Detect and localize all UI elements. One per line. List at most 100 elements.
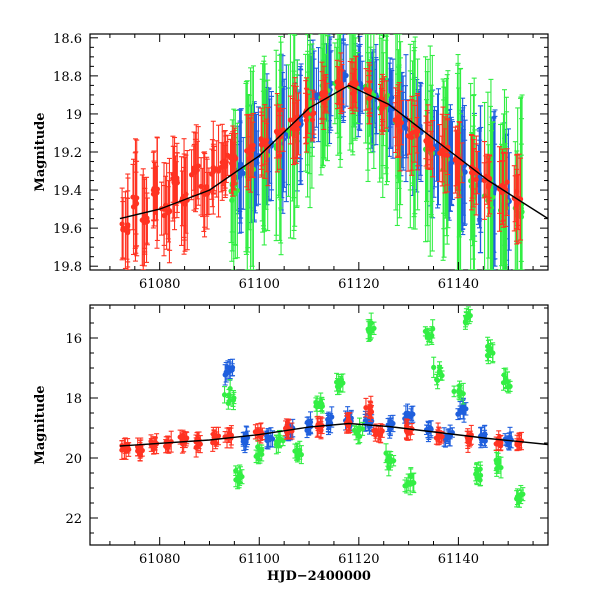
top-red-point — [250, 142, 256, 149]
bottom-green-point — [231, 395, 237, 401]
bottom-y-tick-label: 22 — [65, 512, 82, 527]
bottom-red-point — [125, 445, 131, 451]
bottom-clipped-marks — [119, 306, 548, 508]
bottom-blue-point — [482, 431, 488, 437]
top-red-point — [276, 130, 283, 136]
top-red-point — [437, 150, 443, 156]
top-red-point — [295, 121, 302, 127]
top-red-point — [214, 166, 220, 172]
top-y-tick-label: 18.8 — [53, 70, 82, 85]
bottom-red-point — [139, 447, 145, 454]
top-y-tick-label: 19 — [65, 108, 82, 123]
bottom-green-point — [226, 392, 232, 398]
bottom-green-point — [467, 313, 473, 319]
bottom-x-tick-label: 61080 — [139, 552, 180, 567]
top-y-tick-label: 19.8 — [53, 260, 82, 275]
bottom-green-point — [434, 377, 441, 384]
bottom-blue-point — [225, 369, 231, 376]
bottom-green-point — [422, 328, 428, 334]
bottom-red-point — [184, 435, 190, 441]
bottom-green-point — [473, 471, 479, 477]
bottom-red-point — [433, 435, 439, 441]
bottom-data-marks — [119, 306, 548, 508]
bottom-blue-point — [329, 414, 335, 420]
bottom-red-point — [252, 429, 258, 435]
top-red-point — [264, 137, 270, 143]
bottom-green-point — [456, 389, 462, 395]
top-red-point — [277, 134, 283, 140]
bottom-green-point — [274, 439, 281, 445]
top-red-point — [223, 159, 229, 165]
bottom-green-point — [430, 326, 436, 332]
top-red-point — [305, 111, 311, 117]
bottom-blue-point — [446, 434, 452, 441]
bottom-green-point — [367, 327, 373, 333]
bottom-red-point — [407, 430, 413, 436]
top-blue-point — [433, 143, 440, 149]
top-red-point — [294, 126, 300, 132]
bottom-green-point — [334, 379, 340, 385]
bottom-y-tick-label: 18 — [65, 392, 82, 407]
top-red-point — [367, 88, 373, 94]
bottom-blue-point — [304, 419, 310, 426]
top-blue-point — [462, 169, 468, 175]
top-red-point — [124, 225, 130, 232]
bottom-blue-point — [507, 434, 513, 440]
top-x-tick-label: 61120 — [338, 277, 379, 292]
bottom-blue-point — [457, 409, 463, 416]
bottom-red-point — [152, 440, 159, 446]
top-y-tick-label: 18.6 — [53, 32, 82, 47]
bottom-blue-point — [269, 436, 276, 442]
bottom-green-point — [411, 480, 417, 486]
bottom-green-point — [516, 498, 523, 504]
bottom-red-point — [258, 429, 264, 435]
bottom-green-point — [451, 388, 457, 394]
top-x-tick-label: 61100 — [239, 277, 280, 292]
bottom-green-point — [356, 428, 362, 434]
top-red-point — [430, 146, 436, 152]
top-red-point — [423, 138, 429, 144]
top-red-point — [319, 90, 325, 96]
top-y-tick-label: 19.6 — [53, 222, 82, 237]
bottom-green-point — [487, 345, 494, 352]
top-red-point — [412, 128, 418, 135]
bottom-red-point — [403, 423, 410, 429]
bottom-green-point — [494, 460, 500, 466]
bottom-red-point — [177, 434, 183, 440]
top-red-point — [130, 204, 137, 210]
bottom-red-point — [498, 440, 504, 446]
bottom-red-point — [377, 432, 383, 438]
bottom-green-point — [477, 466, 483, 472]
top-red-point — [246, 149, 252, 155]
bottom-green-point — [259, 451, 265, 457]
bottom-green-point — [404, 482, 410, 489]
top-red-point — [150, 191, 157, 197]
top-red-point — [182, 201, 188, 208]
bottom-blue-point — [388, 420, 394, 426]
bottom-red-point — [438, 434, 445, 440]
top-clipped-marks — [119, 34, 548, 270]
bottom-red-point — [210, 431, 216, 437]
bottom-blue-point — [264, 437, 270, 444]
top-y-tick-label: 19.2 — [53, 146, 82, 161]
bottom-green-point — [431, 364, 437, 370]
top-red-point — [161, 212, 167, 219]
bottom-green-point — [292, 448, 298, 454]
top-red-point — [287, 117, 294, 123]
bottom-red-point — [148, 438, 154, 444]
top-red-point — [380, 103, 386, 109]
bottom-green-point — [255, 444, 261, 450]
bottom-green-point — [237, 471, 243, 477]
bottom-green-point — [227, 385, 233, 392]
top-model-curve — [119, 84, 548, 220]
bottom-red-point — [168, 439, 174, 445]
top-red-point — [134, 195, 140, 201]
top-red-point — [309, 111, 316, 118]
top-red-point — [504, 179, 510, 185]
top-y-tick-label: 19.4 — [53, 184, 82, 199]
top-data-marks — [119, 34, 548, 270]
bottom-green-point — [334, 384, 341, 390]
bottom-x-tick-label: 61140 — [438, 552, 479, 567]
bottom-y-tick-label: 16 — [65, 332, 82, 347]
